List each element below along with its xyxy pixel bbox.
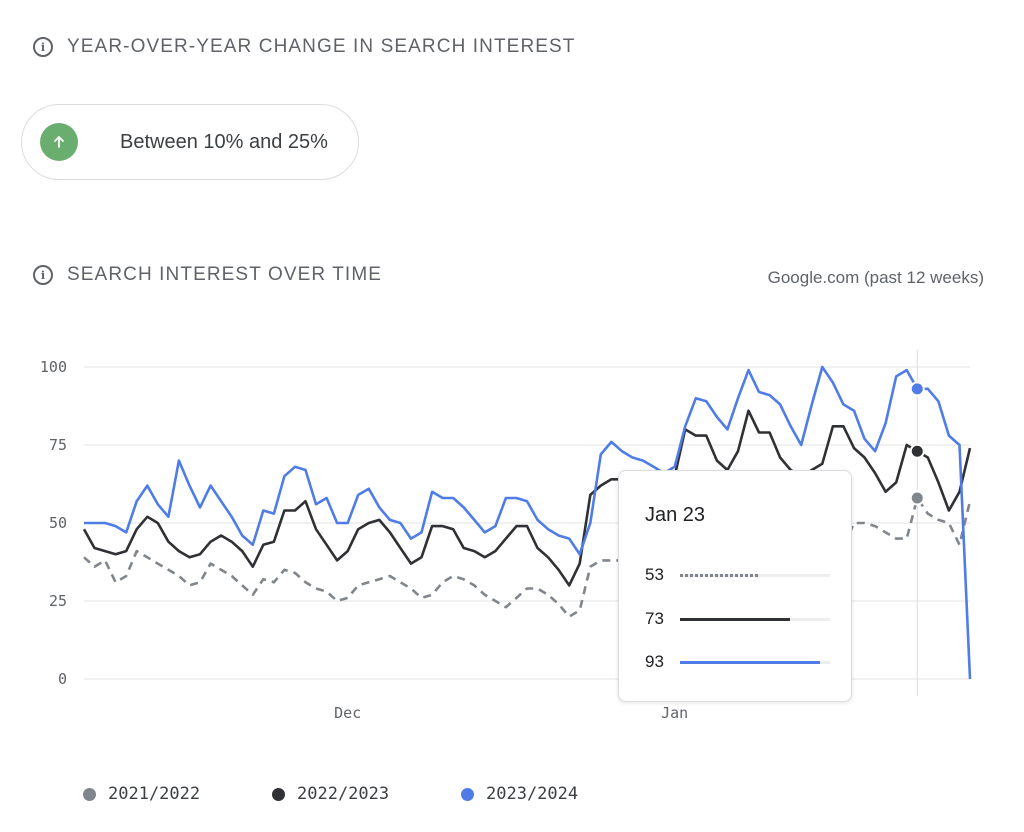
legend-dot [83, 787, 96, 801]
tooltip-value: 53 [645, 565, 664, 584]
highlight-point [909, 490, 925, 506]
tooltip-row-2022-2023: 73 [645, 609, 830, 629]
tooltip-bar-track [680, 573, 830, 577]
legend-dot [272, 787, 285, 801]
yoy-change-label: Between 10% and 25% [120, 130, 328, 153]
tooltip-bar-fill [680, 660, 820, 664]
x-tick-label: Dec [334, 704, 361, 722]
arrow-up-icon [40, 123, 78, 161]
info-icon[interactable]: i [33, 265, 53, 285]
y-tick-label: 0 [58, 670, 67, 688]
y-tick-label: 50 [49, 514, 67, 532]
chart-tooltip: Jan 23 53 73 93 [618, 470, 852, 702]
tooltip-bar-fill [680, 617, 790, 621]
series-line-2022-2023 [82, 409, 972, 587]
yoy-title: YEAR-OVER-YEAR CHANGE IN SEARCH INTEREST [67, 36, 576, 57]
search-interest-chart[interactable]: 0 25 50 75 100 Dec Jan [0, 330, 1024, 750]
over-time-header: i SEARCH INTEREST OVER TIME [33, 264, 382, 286]
tooltip-row-2021-2022: 53 [645, 565, 830, 585]
series-line-2023-2024 [84, 365, 972, 680]
legend-item-2023-2024[interactable]: 2023/2024 [461, 784, 578, 804]
info-icon[interactable]: i [33, 37, 53, 57]
legend-dot [461, 787, 474, 801]
yoy-header: i YEAR-OVER-YEAR CHANGE IN SEARCH INTERE… [33, 36, 576, 58]
over-time-title: SEARCH INTEREST OVER TIME [67, 264, 383, 285]
legend-item-2022-2023[interactable]: 2022/2023 [272, 784, 389, 804]
tooltip-bar-fill [680, 573, 760, 577]
tooltip-bar-track [680, 660, 830, 664]
highlight-point [909, 381, 925, 397]
y-tick-label: 75 [49, 436, 67, 454]
tooltip-date: Jan 23 [645, 504, 706, 526]
yoy-change-chip: Between 10% and 25% [21, 104, 359, 180]
tooltip-row-2023-2024: 93 [645, 652, 830, 672]
data-source-label: Google.com (past 12 weeks) [767, 268, 984, 287]
legend-label: 2021/2022 [108, 784, 201, 804]
legend-label: 2023/2024 [486, 784, 579, 804]
series-line-2021-2022 [83, 496, 972, 618]
y-tick-label: 100 [40, 358, 67, 376]
legend-label: 2022/2023 [297, 784, 390, 804]
tooltip-value: 93 [645, 652, 664, 671]
highlight-point [909, 443, 925, 459]
tooltip-value: 73 [645, 609, 664, 628]
legend-item-2021-2022[interactable]: 2021/2022 [83, 784, 200, 804]
tooltip-bar-track [680, 617, 830, 621]
x-tick-label: Jan [661, 704, 688, 722]
y-tick-label: 25 [49, 592, 67, 610]
